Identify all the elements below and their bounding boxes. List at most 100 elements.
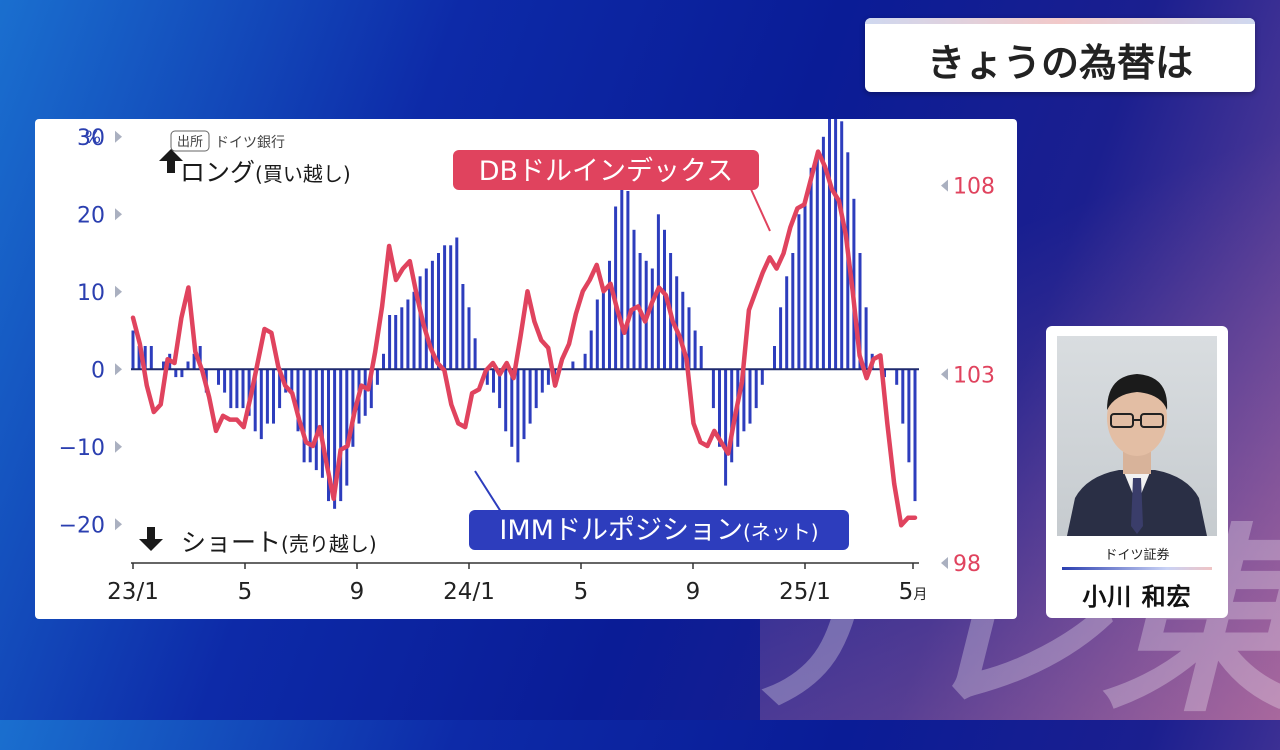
x-tick-label: 9 bbox=[686, 579, 701, 605]
imm-bar bbox=[418, 276, 422, 370]
svg-text:ロング(買い越し): ロング(買い越し) bbox=[180, 158, 351, 187]
imm-bar bbox=[430, 260, 434, 370]
source-tag-box bbox=[170, 130, 210, 152]
imm-bar bbox=[443, 245, 447, 370]
imm-bar bbox=[253, 369, 257, 432]
left-tick-marker bbox=[115, 440, 122, 453]
commentator-photo bbox=[1057, 336, 1217, 536]
imm-bar bbox=[663, 229, 666, 370]
imm-bar bbox=[650, 268, 654, 370]
commentator-org: ドイツ証券 bbox=[1104, 548, 1170, 563]
imm-bar bbox=[412, 291, 416, 370]
imm-bar bbox=[907, 369, 911, 463]
imm-bar bbox=[162, 361, 165, 370]
org-divider bbox=[1062, 567, 1212, 570]
commentator-name: 小川 和宏 bbox=[1082, 583, 1192, 611]
imm-bar bbox=[259, 369, 263, 440]
left-tick-label: −10 bbox=[59, 436, 105, 461]
imm-bar bbox=[803, 198, 807, 370]
source-tag: 出所 bbox=[177, 135, 203, 150]
imm-bar bbox=[137, 346, 141, 370]
x-tick-label: 25/1 bbox=[779, 579, 831, 605]
imm-bar bbox=[883, 369, 886, 378]
left-tick-marker bbox=[115, 285, 122, 298]
imm-bar bbox=[626, 191, 630, 370]
imm-bar bbox=[687, 307, 691, 370]
imm-bar bbox=[773, 346, 776, 370]
short-label: ショート bbox=[181, 528, 281, 557]
imm-bar bbox=[510, 369, 514, 447]
imm-bar bbox=[192, 353, 196, 370]
imm-bar bbox=[821, 136, 825, 370]
right-tick-label: 103 bbox=[953, 363, 995, 388]
title-box: きょうの為替は bbox=[865, 18, 1255, 92]
right-tick-label: 98 bbox=[953, 552, 981, 577]
imm-bar bbox=[699, 346, 703, 370]
imm-bar bbox=[785, 276, 789, 370]
short-sublabel: (売り越し) bbox=[281, 532, 377, 556]
imm-bar bbox=[223, 369, 227, 393]
imm-bar bbox=[724, 369, 728, 486]
imm-bar bbox=[779, 307, 783, 370]
right-tick-marker bbox=[941, 557, 948, 569]
imm-bar bbox=[339, 369, 343, 502]
source-label: ドイツ銀行 bbox=[215, 135, 285, 151]
svg-text:IMMドルポジション(ネット): IMMドルポジション(ネット) bbox=[499, 515, 818, 546]
imm-bar bbox=[840, 121, 844, 370]
left-tick-label: 10 bbox=[77, 281, 105, 306]
page-title: きょうの為替は bbox=[926, 41, 1193, 85]
left-tick-label: −20 bbox=[59, 513, 105, 538]
left-tick-label: 0 bbox=[91, 358, 105, 383]
imm-bar bbox=[571, 361, 575, 370]
imm-bar bbox=[272, 369, 275, 424]
imm-bar bbox=[754, 369, 758, 409]
imm-bar bbox=[400, 307, 404, 370]
imm-bar bbox=[394, 315, 398, 370]
imm-bar bbox=[265, 369, 269, 424]
imm-bar bbox=[235, 369, 239, 409]
imm-bar bbox=[485, 369, 489, 385]
imm-bar bbox=[546, 369, 550, 385]
imm-bar bbox=[534, 369, 538, 409]
imm-bar bbox=[296, 369, 300, 432]
left-tick-label: 20 bbox=[77, 203, 105, 228]
right-axis: 108 103 98 bbox=[941, 175, 995, 577]
imm-bar bbox=[174, 369, 178, 378]
imm-bar bbox=[308, 369, 312, 463]
imm-bar bbox=[143, 346, 147, 370]
imm-bar bbox=[589, 330, 593, 370]
imm-callout-leader bbox=[474, 470, 504, 516]
imm-bar bbox=[522, 369, 526, 440]
imm-bar bbox=[608, 260, 611, 370]
imm-bar bbox=[828, 113, 831, 370]
imm-bar bbox=[345, 369, 349, 486]
imm-bar bbox=[675, 276, 679, 370]
imm-bar bbox=[455, 237, 459, 370]
imm-bar bbox=[614, 206, 618, 370]
imm-bar bbox=[492, 369, 495, 393]
imm-bar bbox=[718, 369, 721, 447]
x-tick-suffix: 月 bbox=[913, 587, 927, 603]
imm-bar bbox=[369, 369, 373, 409]
imm-bar bbox=[742, 369, 746, 432]
left-axis-unit: % bbox=[85, 128, 101, 148]
imm-bar bbox=[278, 369, 282, 409]
imm-bar bbox=[864, 307, 868, 370]
right-tick-label: 108 bbox=[953, 175, 995, 200]
imm-bar bbox=[913, 369, 917, 502]
imm-bar bbox=[186, 361, 190, 370]
left-tick-label: 30 bbox=[77, 126, 105, 151]
imm-callout: IMMドルポジション(ネット) bbox=[469, 470, 849, 550]
imm-bar bbox=[388, 315, 392, 370]
imm-bar bbox=[247, 369, 251, 416]
imm-bar bbox=[601, 291, 605, 370]
right-tick-marker bbox=[941, 179, 948, 192]
imm-bar bbox=[382, 353, 385, 370]
arrow-down-icon bbox=[139, 527, 163, 551]
imm-bar bbox=[504, 369, 508, 432]
x-tick-label: 5 bbox=[574, 579, 589, 605]
imm-bar bbox=[693, 330, 697, 370]
x-tick-label: 9 bbox=[350, 579, 365, 605]
imm-bar bbox=[302, 369, 306, 463]
left-tick-marker bbox=[115, 208, 122, 221]
